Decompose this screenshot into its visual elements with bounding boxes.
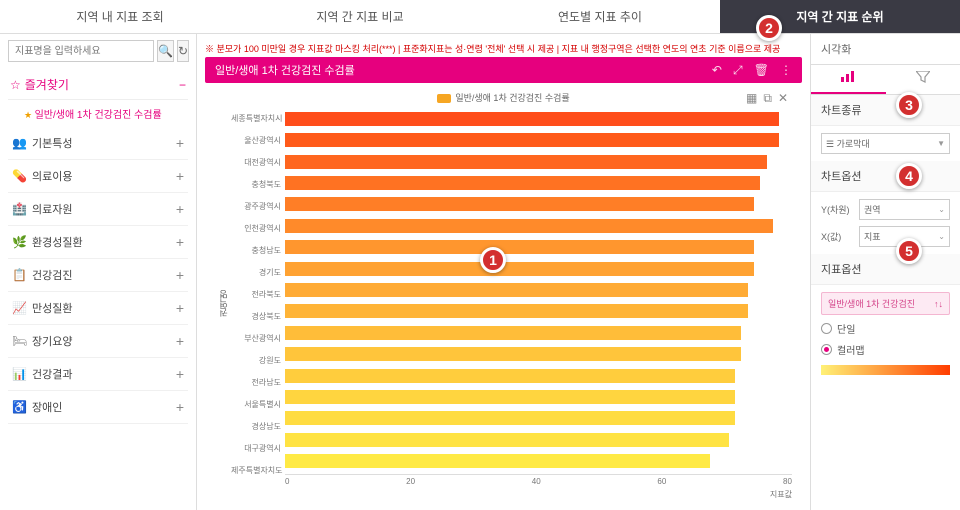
bar[interactable] bbox=[285, 390, 735, 404]
y-cat: 광주광역시 bbox=[231, 203, 281, 211]
bar[interactable] bbox=[285, 112, 779, 126]
favorites-header[interactable]: ☆즐겨찾기 − bbox=[8, 70, 188, 100]
bar[interactable] bbox=[285, 411, 735, 425]
x-tick: 60 bbox=[657, 477, 666, 486]
bar[interactable] bbox=[285, 283, 748, 297]
y-cat: 충청북도 bbox=[231, 181, 281, 189]
indicator-chip[interactable]: 일반/생애 1차 건강검진↑↓ bbox=[821, 292, 950, 315]
y-cat: 인천광역시 bbox=[231, 225, 281, 233]
x-axis-label: 지표값 bbox=[285, 486, 792, 500]
marker-3: 3 bbox=[896, 92, 922, 118]
x-axis: 0 20 40 60 80 bbox=[285, 474, 792, 486]
tab-2[interactable]: 연도별 지표 추이 bbox=[480, 0, 720, 34]
viz-tab-filter[interactable] bbox=[886, 65, 960, 94]
main-panel: ※ 분모가 100 미만일 경우 지표값 마스킹 처리(***) | 표준화지표… bbox=[197, 34, 810, 510]
search-input[interactable] bbox=[8, 40, 154, 62]
right-panel: 시각화 차트종류 ☰ 가로막대▼ 차트옵션 Y(차원) 권역⌄ bbox=[810, 34, 960, 510]
x-tick: 20 bbox=[406, 477, 415, 486]
bar[interactable] bbox=[285, 133, 779, 147]
left-sidebar: 🔍 ↻ ☆즐겨찾기 − 일반/생애 1차 건강검진 수검률 👥기본특성+💊의료이… bbox=[0, 34, 197, 510]
y-dim-select[interactable]: 권역⌄ bbox=[859, 199, 950, 220]
more-icon[interactable]: ⋮ bbox=[780, 63, 792, 77]
category-0[interactable]: 👥기본특성+ bbox=[8, 127, 188, 160]
search-button[interactable]: 🔍 bbox=[157, 40, 174, 62]
y-cat: 세종특별자치시 bbox=[231, 115, 281, 123]
y-cat: 전라남도 bbox=[231, 379, 281, 387]
tab-0[interactable]: 지역 내 지표 조회 bbox=[0, 0, 240, 34]
bar[interactable] bbox=[285, 240, 754, 254]
x-tick: 0 bbox=[285, 477, 289, 486]
chart-options-header: 차트옵션 bbox=[811, 161, 960, 192]
warning-text: ※ 분모가 100 미만일 경우 지표값 마스킹 처리(***) | 표준화지표… bbox=[205, 40, 802, 57]
bar[interactable] bbox=[285, 433, 729, 447]
bar[interactable] bbox=[285, 326, 741, 340]
chart-header: 일반/생애 1차 건강검진 수검률 ↶ ⤢ 🗑 ⋮ bbox=[205, 57, 802, 83]
radio-colormap[interactable]: 컬러맵 bbox=[821, 342, 950, 357]
grid-icon[interactable]: ▦ bbox=[746, 91, 757, 106]
chart-type-select[interactable]: ☰ 가로막대▼ bbox=[821, 133, 950, 154]
top-tabs: 지역 내 지표 조회지역 간 지표 비교연도별 지표 추이지역 간 지표 순위 bbox=[0, 0, 960, 34]
x-val-label: X(값) bbox=[821, 230, 855, 243]
collapse-icon: − bbox=[179, 78, 186, 92]
bar[interactable] bbox=[285, 454, 710, 468]
undo-icon[interactable]: ↶ bbox=[712, 63, 722, 77]
bar[interactable] bbox=[285, 304, 748, 318]
viz-tab-chart[interactable] bbox=[811, 65, 886, 94]
y-cat: 경기도 bbox=[231, 269, 281, 277]
x-tick: 80 bbox=[783, 477, 792, 486]
category-7[interactable]: 📊건강결과+ bbox=[8, 358, 188, 391]
y-cat: 대구광역시 bbox=[231, 445, 281, 453]
y-cat: 부산광역시 bbox=[231, 335, 281, 343]
y-cat: 강원도 bbox=[231, 357, 281, 365]
delete-icon[interactable]: 🗑 bbox=[754, 63, 769, 77]
refresh-button[interactable]: ↻ bbox=[177, 40, 189, 62]
y-cat: 충청남도 bbox=[231, 247, 281, 255]
bar[interactable] bbox=[285, 155, 767, 169]
chart-title: 일반/생애 1차 건강검진 수검률 bbox=[215, 62, 355, 78]
marker-1: 1 bbox=[480, 247, 506, 273]
marker-2: 2 bbox=[756, 15, 782, 41]
bar[interactable] bbox=[285, 369, 735, 383]
chart-type-header: 차트종류 bbox=[811, 95, 960, 126]
category-3[interactable]: 🌿환경성질환+ bbox=[8, 226, 188, 259]
category-8[interactable]: ♿장애인+ bbox=[8, 391, 188, 424]
category-6[interactable]: 🛏장기요양+ bbox=[8, 325, 188, 358]
radio-single[interactable]: 단일 bbox=[821, 321, 950, 336]
favorite-item[interactable]: 일반/생애 1차 건강검진 수검률 bbox=[8, 100, 188, 127]
favorites-title: 즐겨찾기 bbox=[25, 78, 69, 92]
indicator-options-header: 지표옵션 bbox=[811, 254, 960, 285]
y-cat: 경상북도 bbox=[231, 313, 281, 321]
viz-title: 시각화 bbox=[811, 34, 960, 64]
y-cat: 경상남도 bbox=[231, 423, 281, 431]
chart-legend: 일반/생애 1차 건강검진 수검률 bbox=[215, 89, 792, 106]
bars-area bbox=[285, 106, 792, 474]
close-icon[interactable]: ✕ bbox=[778, 91, 788, 106]
y-dim-label: Y(차원) bbox=[821, 203, 855, 216]
marker-5: 5 bbox=[896, 238, 922, 264]
bar[interactable] bbox=[285, 262, 754, 276]
chart-card: ▦ ⧉ ✕ 일반/생애 1차 건강검진 수검률 권역명 세종특별자치시울산광역시… bbox=[205, 83, 802, 504]
category-4[interactable]: 📋건강검진+ bbox=[8, 259, 188, 292]
y-cat: 울산광역시 bbox=[231, 137, 281, 145]
bar[interactable] bbox=[285, 176, 760, 190]
bar[interactable] bbox=[285, 197, 754, 211]
color-gradient bbox=[821, 365, 950, 375]
category-1[interactable]: 💊의료이용+ bbox=[8, 160, 188, 193]
expand-icon[interactable]: ⤢ bbox=[733, 63, 743, 77]
y-axis-label: 권역명 bbox=[215, 106, 231, 500]
y-categories: 세종특별자치시울산광역시대전광역시충청북도광주광역시인천광역시충청남도경기도전라… bbox=[231, 106, 285, 500]
y-cat: 전라북도 bbox=[231, 291, 281, 299]
x-tick: 40 bbox=[532, 477, 541, 486]
y-cat: 대전광역시 bbox=[231, 159, 281, 167]
tab-1[interactable]: 지역 간 지표 비교 bbox=[240, 0, 480, 34]
y-cat: 제주특별자치도 bbox=[231, 467, 281, 475]
y-cat: 서울특별시 bbox=[231, 401, 281, 409]
marker-4: 4 bbox=[896, 163, 922, 189]
bar[interactable] bbox=[285, 347, 741, 361]
category-2[interactable]: 🏥의료자원+ bbox=[8, 193, 188, 226]
copy-icon[interactable]: ⧉ bbox=[763, 91, 772, 106]
category-5[interactable]: 📈만성질환+ bbox=[8, 292, 188, 325]
bar[interactable] bbox=[285, 219, 773, 233]
